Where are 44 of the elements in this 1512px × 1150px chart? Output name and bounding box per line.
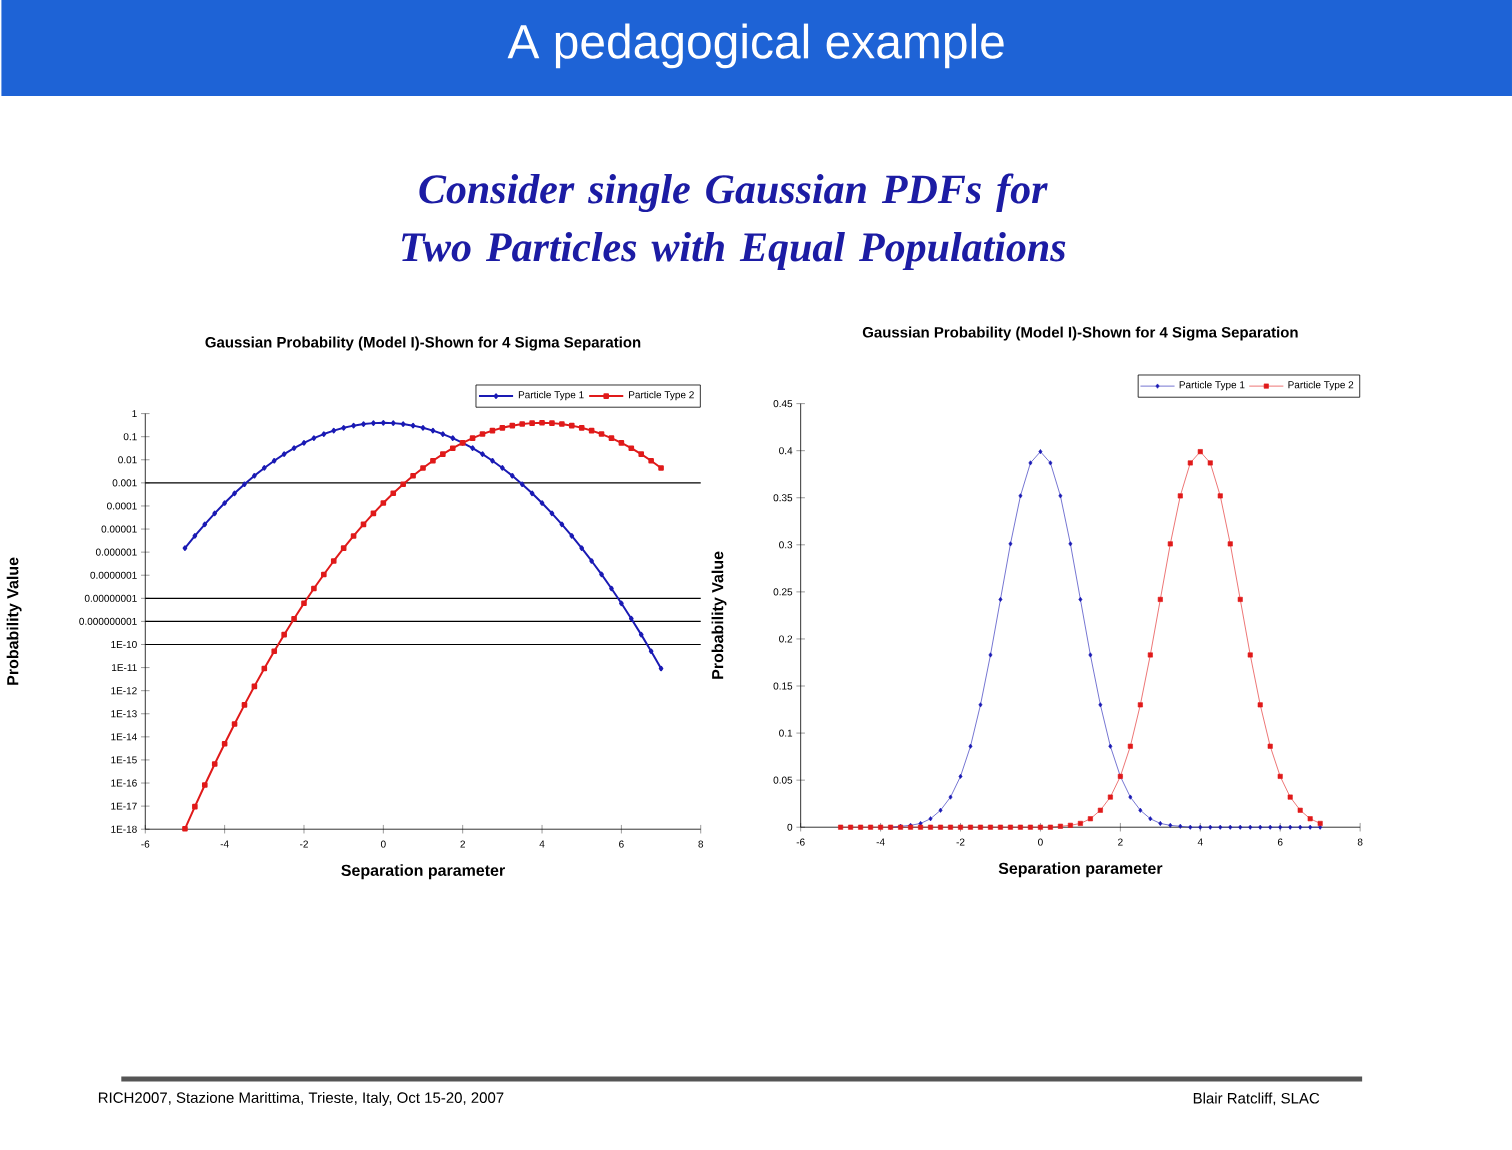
point (1007, 824, 1013, 830)
point (977, 824, 983, 830)
point (1207, 459, 1213, 465)
point (1307, 815, 1313, 821)
point (1217, 492, 1223, 498)
point (1167, 540, 1173, 546)
point (858, 824, 864, 830)
point (938, 824, 944, 830)
point (1127, 743, 1133, 749)
point (868, 824, 874, 830)
point (1277, 773, 1283, 779)
point (1187, 459, 1193, 465)
text: A pedagogical example (507, 23, 1004, 68)
point (1037, 824, 1043, 830)
point (1197, 448, 1203, 454)
point (1047, 824, 1053, 830)
point (1067, 822, 1073, 828)
point (1287, 794, 1293, 800)
point (1157, 596, 1163, 602)
point (1057, 823, 1063, 829)
point (1297, 807, 1303, 813)
point (1177, 492, 1183, 498)
point (1227, 540, 1233, 546)
point (987, 824, 993, 830)
point (848, 824, 854, 830)
point (1267, 743, 1273, 749)
point (1147, 652, 1153, 658)
point (997, 824, 1003, 830)
text: Consider single Gaussian PDFs for Two Particles with Equal Populations (401, 173, 1066, 270)
point (1087, 815, 1093, 821)
point (1247, 652, 1253, 658)
point (878, 824, 884, 830)
point (1137, 701, 1143, 707)
point (948, 824, 954, 830)
point (1237, 596, 1243, 602)
point (1097, 807, 1103, 813)
point (1077, 820, 1083, 826)
point (838, 824, 844, 830)
point (928, 824, 934, 830)
point (1257, 701, 1263, 707)
point (1107, 794, 1113, 800)
point (1027, 824, 1033, 830)
point (958, 824, 964, 830)
point (1017, 824, 1023, 830)
